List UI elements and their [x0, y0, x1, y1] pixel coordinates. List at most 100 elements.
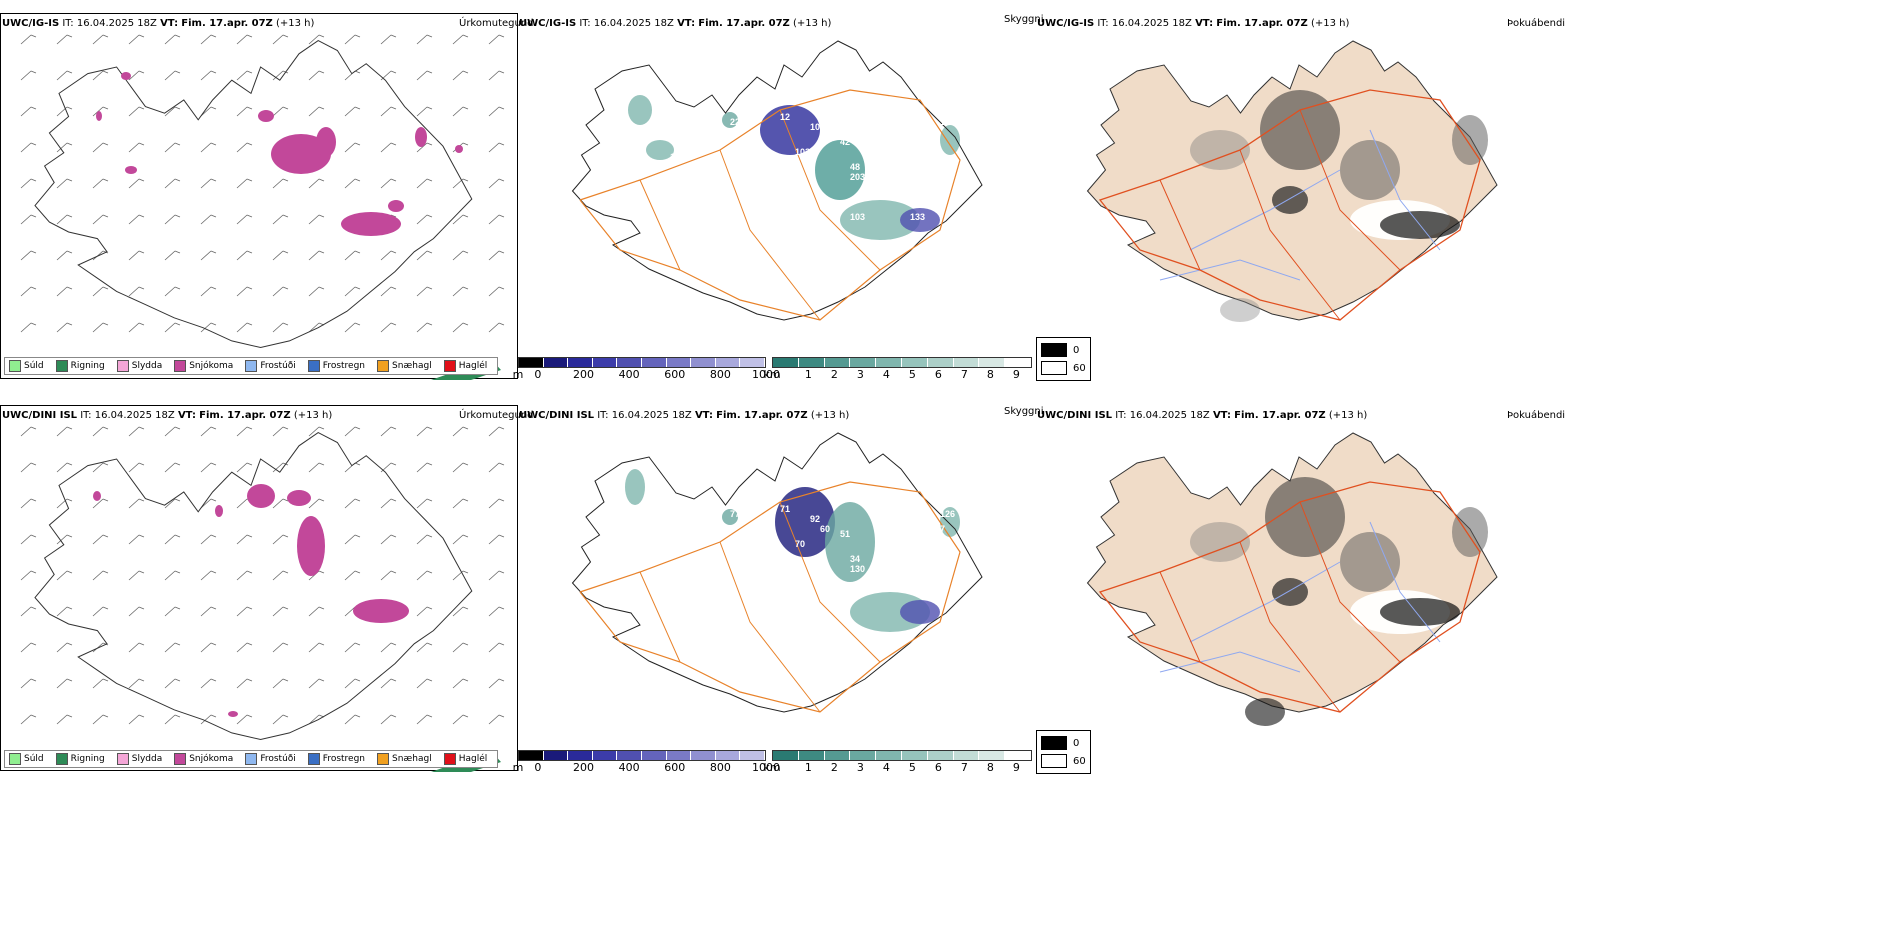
wind-barb — [128, 426, 140, 437]
colorbar-tick: 4 — [882, 368, 890, 381]
wind-barb-flag — [30, 70, 37, 74]
wind-barb-flag — [210, 498, 217, 502]
road-network — [1098, 481, 1481, 713]
fog-legend-label: 60 — [1073, 362, 1086, 374]
colorbar-tick: 8 — [986, 761, 994, 774]
panel-title-fog-row1: Þokuábendi — [1507, 18, 1566, 29]
wind-barb — [272, 70, 284, 81]
wind-barb-flag — [498, 286, 505, 290]
wind-barb-flag — [498, 142, 505, 146]
wind-barb-flag — [210, 322, 217, 326]
wind-barb-flag — [390, 70, 397, 74]
wind-barb-flag — [66, 534, 73, 538]
wind-barb-flag — [102, 534, 109, 538]
fog-shade — [1380, 598, 1460, 626]
colorbar-unit: m — [512, 368, 524, 381]
wind-barb-flag — [498, 534, 505, 538]
wind-barb-flag — [138, 178, 145, 182]
wind-barb — [164, 534, 176, 545]
wind-barb-flag — [282, 34, 289, 38]
wind-barb-flag — [210, 34, 217, 38]
visibility-value-label: 8 — [670, 544, 675, 554]
wind-barb-flag — [498, 606, 505, 610]
header-row1-visibility: UWC/IG-IS IT: 16.04.2025 18Z VT: Fim. 17… — [519, 18, 832, 29]
visibility-value-label: 147 — [930, 524, 945, 534]
legend-swatch — [377, 753, 390, 765]
wind-barb — [416, 426, 428, 437]
visibility-value-label: 31 — [680, 147, 690, 157]
wind-barb-flag — [30, 142, 37, 146]
colorbar-tick: 6 — [934, 761, 942, 774]
wind-barb — [452, 498, 464, 509]
colorbar-cell — [592, 358, 618, 367]
snow-area — [388, 200, 404, 212]
colorbar-cell — [740, 751, 765, 760]
wind-barb-flag — [174, 606, 181, 610]
wind-barb-flag — [210, 142, 217, 146]
wind-barb — [200, 286, 212, 297]
wind-barb — [20, 178, 32, 189]
colorbar-tick: 200 — [572, 761, 594, 774]
wind-barb — [56, 322, 68, 333]
wind-barb — [272, 606, 284, 617]
wind-barb-flag — [210, 606, 217, 610]
colorbar-tick: 200 — [572, 368, 594, 381]
legend-label: Snæhagl — [392, 361, 432, 371]
wind-barb — [380, 322, 392, 333]
wind-barb-flag — [102, 70, 109, 74]
fog-legend-row1: 0 60 — [1036, 337, 1091, 381]
wind-barb-flag — [426, 534, 433, 538]
wind-barb-flag — [30, 462, 37, 466]
legend-item: Súld — [9, 753, 44, 765]
wind-barb-flag — [246, 714, 253, 718]
wind-barb-flag — [426, 642, 433, 646]
wind-barb-flag — [462, 34, 469, 38]
wind-barb-flag — [138, 714, 145, 718]
wind-barb-flag — [30, 214, 37, 218]
wind-barb-flag — [66, 714, 73, 718]
wind-barb — [416, 70, 428, 81]
visibility-value-label: 126 — [940, 509, 955, 519]
wind-barb-flag — [102, 322, 109, 326]
wind-barb — [236, 570, 248, 581]
colorbar-cell — [850, 751, 877, 760]
wind-barb-flag — [246, 286, 253, 290]
wind-barb-flag — [426, 250, 433, 254]
wind-barb-flag — [210, 462, 217, 466]
wind-barb-flag — [102, 106, 109, 110]
wind-barb-flag — [102, 178, 109, 182]
wind-barb-flag — [66, 606, 73, 610]
wind-barb — [452, 714, 464, 725]
wind-barb — [452, 678, 464, 689]
wind-barb — [20, 606, 32, 617]
wind-barb-flag — [30, 322, 37, 326]
wind-barb-flag — [138, 286, 145, 290]
colorbar-tick: 600 — [664, 761, 686, 774]
wind-barb-flag — [354, 714, 361, 718]
wind-barb-flag — [498, 714, 505, 718]
wind-barb — [200, 322, 212, 333]
wind-barb-flag — [426, 462, 433, 466]
wind-barb-flag — [426, 678, 433, 682]
visibility-area — [625, 469, 645, 505]
legend-item: Frostregn — [307, 753, 365, 765]
visibility-area — [722, 112, 738, 128]
wind-barb — [416, 286, 428, 297]
legend-label: Snæhagl — [392, 754, 432, 764]
wind-barb-flag — [30, 286, 37, 290]
wind-barb — [128, 106, 140, 117]
colorbar-tick: 1000 — [752, 368, 780, 381]
fog-shade — [1272, 186, 1308, 214]
wind-barb — [452, 426, 464, 437]
visibility-colorbar-row2: km12345678910 — [763, 750, 1049, 774]
wind-barb — [236, 250, 248, 261]
wind-barb-flag — [390, 462, 397, 466]
wind-barb — [56, 678, 68, 689]
wind-barb — [380, 70, 392, 81]
colorbar-cells — [518, 750, 766, 761]
wind-barb-flag — [390, 534, 397, 538]
snow-area — [96, 111, 102, 121]
wind-barb-flag — [30, 178, 37, 182]
road-network — [579, 481, 961, 713]
wind-barb — [200, 678, 212, 689]
